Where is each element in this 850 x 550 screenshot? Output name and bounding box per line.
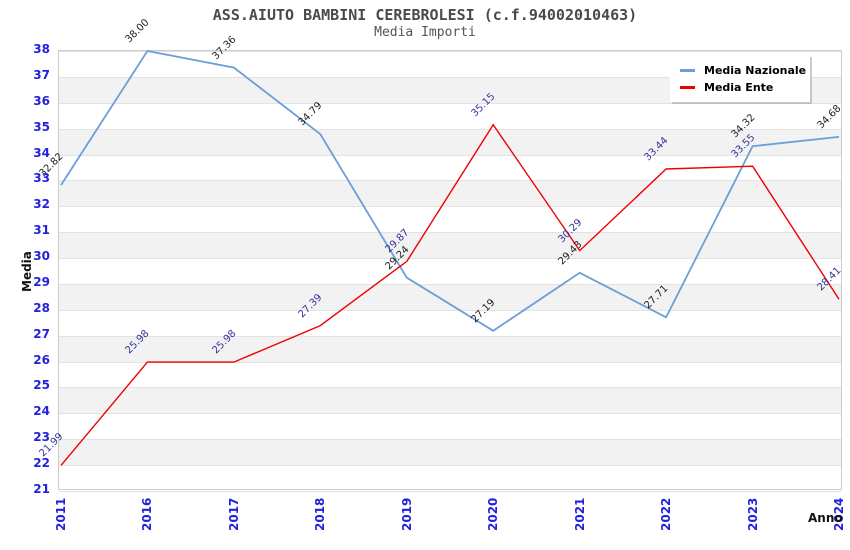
gridline [59,258,841,260]
grid-band [59,283,841,310]
gridline [59,283,841,285]
gridline [59,491,841,492]
gridline [59,180,841,182]
gridline [59,413,841,415]
plot-area: 32.82 38.00 37.36 34.79 29.24 27.19 29.43 27.71… [38,17,844,492]
gridline [59,232,841,234]
y-tick-label: 23 [33,430,50,445]
gridline [59,102,841,104]
grid-band [59,387,841,414]
gridline [59,154,841,156]
legend-item: Media Ente [680,79,800,96]
y-tick-label: 34 [33,145,50,160]
x-axis-title: Anno [808,511,843,525]
y-tick-label: 33 [33,171,50,186]
y-tick-label: 29 [33,274,50,289]
gridline [59,309,841,311]
y-tick-label: 31 [33,223,50,238]
y-tick-label: 38 [33,42,50,56]
gridline [59,439,841,441]
grid-band [59,128,841,155]
gridline [59,128,841,130]
y-tick-label: 28 [33,300,50,315]
legend-swatch-icon [680,69,695,72]
x-tick-label: 2020 [486,497,501,531]
x-tick-label: 2019 [399,497,414,531]
x-tick-label: 2011 [54,497,68,531]
chart-title: ASS.AIUTO BAMBINI CEREBROLESI (c.f.94002… [212,6,638,24]
y-tick-label: 22 [33,456,50,471]
y-tick-label: 24 [33,404,50,419]
grid-band [59,335,841,362]
legend-label: Media Ente [704,81,774,94]
legend-swatch-icon [680,86,695,89]
y-tick-label: 25 [33,378,50,393]
gridline [59,465,841,467]
x-tick-label: 2021 [572,497,587,531]
legend: Media Nazionale Media Ente [670,55,810,102]
y-tick-label: 32 [33,197,50,212]
x-tick-label: 2023 [745,497,760,531]
media-ente-line [60,123,840,466]
x-tick-label: 2016 [140,497,155,531]
y-tick-label: 30 [33,249,50,264]
x-tick-label: 2022 [659,497,674,531]
chart-subtitle: Media Importi [374,25,476,40]
grid-band [59,232,841,259]
x-tick-label: 2018 [313,497,328,531]
grid-band [59,439,841,466]
legend-item: Media Nazionale [680,62,806,79]
series-lines [60,50,840,466]
gridline [59,76,841,78]
gridline [59,206,841,208]
gridline [59,335,841,337]
media-nazionale-line [60,50,840,332]
y-tick-label: 35 [33,119,50,134]
y-tick-label: 37 [33,67,50,82]
x-tick-label: 2017 [226,497,241,531]
legend-label: Media Nazionale [704,64,807,77]
gridline [59,387,841,389]
gridline [59,361,841,363]
y-tick-label: 21 [33,482,50,496]
y-tick-label: 27 [33,326,50,341]
y-tick-label: 26 [33,352,50,367]
y-tick-label: 36 [33,93,50,108]
gridline [59,51,841,52]
y-axis-title: Media [20,251,34,292]
